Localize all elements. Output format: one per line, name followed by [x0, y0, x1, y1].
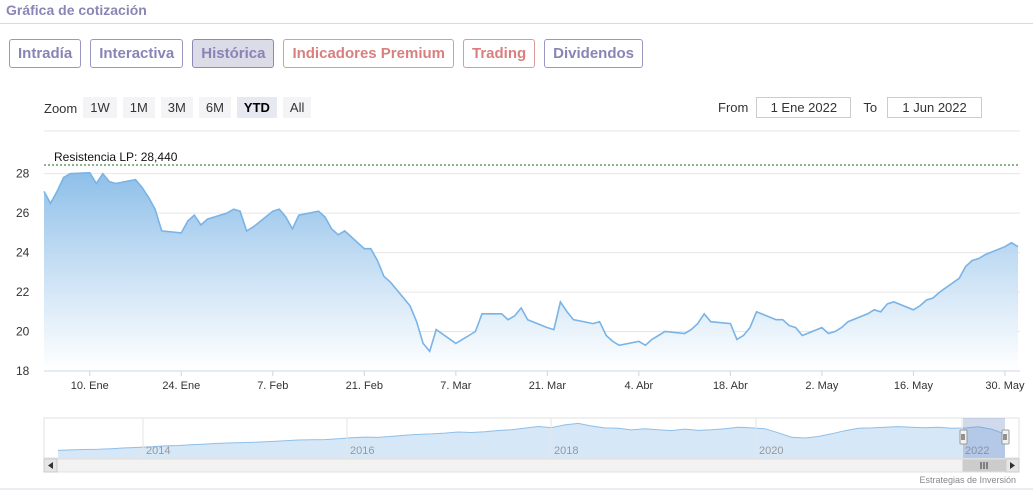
tab-intradia[interactable]: Intradía — [9, 39, 82, 68]
y-tick-label: 22 — [16, 285, 30, 299]
tab-historica[interactable]: Histórica — [192, 39, 275, 68]
y-tick-label: 24 — [16, 246, 30, 260]
credits-link[interactable]: Estrategias de Inversión — [919, 475, 1016, 485]
zoom-all-button[interactable]: All — [282, 97, 312, 118]
chart-tabs: Intradía Interactiva Histórica Indicador… — [9, 39, 644, 68]
navigator-year-label: 2014 — [146, 445, 170, 457]
x-tick-label: 21. Feb — [346, 380, 383, 392]
tab-indicadores-premium[interactable]: Indicadores Premium — [283, 39, 454, 68]
x-tick-label: 16. May — [894, 380, 934, 392]
navigator-selection[interactable] — [963, 418, 1005, 458]
x-tick-label: 10. Ene — [71, 380, 109, 392]
scroll-left-arrow-icon — [48, 462, 53, 469]
x-tick-label: 7. Mar — [440, 380, 472, 392]
x-tick-label: 2. May — [805, 380, 839, 392]
price-area — [44, 172, 1018, 371]
to-date-input[interactable]: 1 Jun 2022 — [887, 97, 983, 118]
tab-interactiva[interactable]: Interactiva — [90, 39, 184, 68]
navigator-year-label: 2020 — [759, 445, 783, 457]
tab-dividendos[interactable]: Dividendos — [544, 39, 644, 68]
zoom-1m-button[interactable]: 1M — [122, 97, 155, 118]
navigator-year-label: 2018 — [554, 445, 578, 457]
y-tick-label: 26 — [16, 206, 30, 220]
zoom-3m-button[interactable]: 3M — [160, 97, 193, 118]
scrollbar-track — [43, 458, 1020, 473]
zoom-1w-button[interactable]: 1W — [83, 97, 117, 118]
price-series-line — [43, 171, 1019, 353]
navigator-year-label: 2016 — [350, 445, 374, 457]
x-tick-label: 7. Feb — [257, 380, 288, 392]
x-tick-label: 4. Abr — [624, 380, 653, 392]
zoom-selector: Zoom 1W 1M 3M 6M YTD All — [44, 97, 317, 118]
navigator-line — [57, 422, 1006, 451]
x-tick-label: 21. Mar — [529, 380, 567, 392]
x-tick-label: 18. Abr — [713, 380, 748, 392]
zoom-ytd-button[interactable]: YTD — [236, 97, 277, 118]
y-tick-label: 28 — [16, 167, 30, 181]
y-tick-label: 20 — [16, 325, 30, 339]
navigator-area — [58, 423, 1005, 458]
y-tick-label: 18 — [16, 364, 30, 378]
page-title: Gráfica de cotización — [6, 2, 147, 18]
zoom-label: Zoom — [44, 101, 78, 116]
x-tick-label: 24. Ene — [162, 380, 200, 392]
to-label: To — [863, 100, 878, 115]
navigator-year-label: 2022 — [965, 445, 989, 457]
title-divider — [0, 23, 1033, 24]
from-label: From — [718, 100, 749, 115]
resistance-label: Resistencia LP: 28,440 — [54, 150, 178, 164]
tab-trading[interactable]: Trading — [463, 39, 536, 68]
scroll-right-arrow-icon — [1010, 462, 1015, 469]
zoom-6m-button[interactable]: 6M — [198, 97, 231, 118]
x-tick-label: 30. May — [985, 380, 1025, 392]
date-range: From 1 Ene 2022 To 1 Jun 2022 — [718, 97, 983, 118]
from-date-input[interactable]: 1 Ene 2022 — [756, 97, 852, 118]
